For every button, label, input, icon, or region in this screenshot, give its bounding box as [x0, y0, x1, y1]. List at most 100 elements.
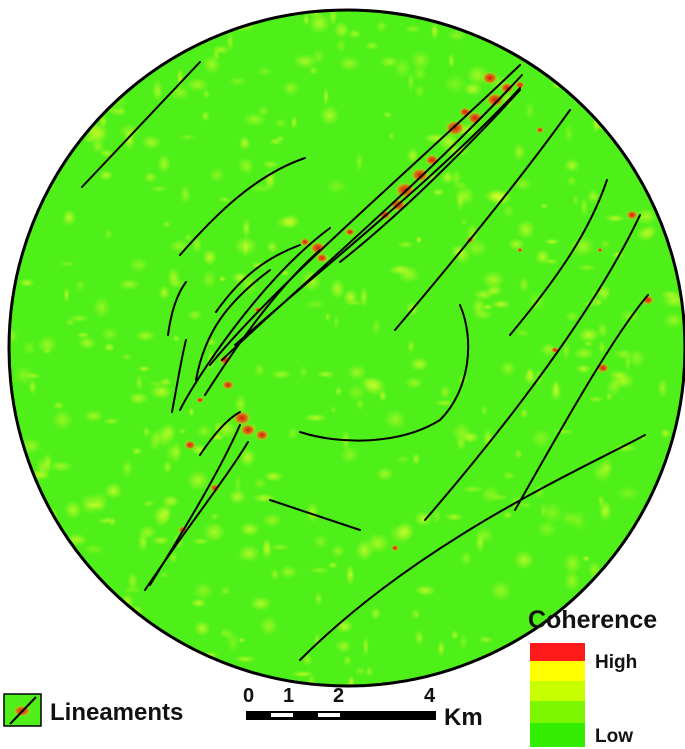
yellow-speckle — [514, 449, 523, 459]
yellow-speckle — [273, 118, 288, 128]
yellow-speckle — [482, 270, 504, 289]
red-speckle — [219, 355, 231, 365]
yellow-speckle — [523, 370, 536, 385]
yellow-speckle — [196, 424, 213, 439]
yellow-speckle — [564, 124, 574, 143]
yellow-speckle — [105, 599, 114, 616]
yellow-speckle — [540, 203, 549, 210]
yellow-speckle — [507, 670, 524, 686]
yellow-speckle — [571, 236, 595, 257]
yellow-speckle — [335, 619, 354, 634]
yellow-speckle — [118, 278, 140, 291]
yellow-speckle — [414, 629, 424, 646]
lineament — [81, 61, 201, 188]
yellow-speckle — [100, 327, 119, 342]
yellow-speckle — [282, 80, 299, 97]
yellow-speckle — [13, 91, 26, 106]
yellow-speckle — [9, 328, 19, 344]
yellow-speckle — [576, 264, 597, 272]
lineament — [179, 157, 306, 256]
yellow-speckle — [520, 408, 529, 419]
yellow-speckle — [525, 101, 535, 120]
yellow-speckle — [565, 22, 579, 38]
yellow-speckle — [128, 391, 149, 405]
yellow-speckle — [513, 177, 533, 191]
yellow-speckle — [471, 297, 487, 317]
yellow-speckle — [345, 679, 358, 686]
yellow-speckle — [270, 543, 291, 551]
yellow-speckle — [362, 377, 386, 396]
yellow-speckle — [396, 240, 415, 249]
yellow-speckle — [50, 676, 58, 686]
yellow-speckle — [201, 110, 210, 122]
red-speckle — [240, 423, 256, 437]
yellow-speckle — [83, 17, 104, 24]
yellow-speckle — [202, 89, 211, 99]
yellow-speckle — [384, 409, 407, 430]
yellow-speckle — [437, 640, 445, 657]
lineament — [299, 434, 646, 661]
yellow-speckle — [451, 630, 459, 640]
yellow-speckle — [658, 25, 682, 44]
yellow-speckle — [37, 335, 58, 354]
yellow-speckle — [261, 539, 273, 561]
yellow-speckle — [215, 419, 237, 439]
yellow-speckle — [184, 233, 193, 243]
lineaments-label: Lineaments — [50, 699, 183, 726]
yellow-speckle — [138, 365, 150, 372]
yellow-speckle — [623, 22, 645, 44]
yellow-speckle — [440, 170, 455, 185]
yellow-speckle — [150, 384, 173, 400]
yellow-speckle — [370, 606, 381, 621]
yellow-speckle — [104, 228, 113, 240]
red-speckle — [486, 92, 504, 108]
scale-unit: Km — [444, 704, 483, 731]
yellow-speckle — [644, 168, 668, 191]
red-speckle — [626, 210, 638, 220]
yellow-speckle — [218, 275, 227, 283]
yellow-speckle — [62, 209, 76, 227]
yellow-speckle — [220, 586, 231, 596]
yellow-speckle — [149, 185, 169, 193]
yellow-speckle — [354, 667, 367, 676]
lineament — [209, 64, 521, 366]
yellow-speckle — [613, 443, 638, 453]
yellow-speckle — [478, 15, 489, 24]
yellow-speckle — [142, 500, 155, 507]
yellow-speckle — [241, 217, 251, 239]
yellow-speckle — [443, 74, 467, 94]
yellow-speckle — [266, 240, 279, 254]
yellow-speckle — [103, 661, 112, 681]
yellow-speckle — [371, 318, 381, 336]
yellow-speckle — [290, 115, 298, 130]
yellow-speckle — [606, 377, 622, 396]
yellow-speckle — [326, 178, 347, 195]
yellow-speckle — [463, 82, 483, 96]
yellow-speckle — [407, 72, 415, 92]
yellow-speckle — [460, 551, 472, 566]
red-speckle — [184, 440, 196, 450]
yellow-speckle — [69, 91, 77, 110]
red-speckle — [255, 429, 269, 441]
lineament — [149, 424, 241, 586]
yellow-speckle — [262, 513, 283, 528]
yellow-speckle — [109, 68, 127, 80]
yellow-speckle — [188, 407, 195, 417]
yellow-speckle — [563, 552, 582, 575]
yellow-speckle — [313, 533, 328, 550]
yellow-speckle — [458, 633, 469, 651]
yellow-speckle — [338, 55, 361, 72]
yellow-speckle — [64, 500, 82, 520]
yellow-speckle — [121, 353, 132, 361]
yellow-speckle — [319, 105, 340, 126]
yellow-speckle — [598, 500, 612, 522]
red-speckle — [316, 253, 328, 263]
yellow-speckle — [253, 477, 267, 490]
yellow-speckle — [578, 327, 600, 343]
yellow-speckle — [311, 48, 325, 65]
yellow-speckle — [118, 124, 141, 139]
yellow-speckle — [303, 13, 310, 26]
yellow-speckle — [43, 347, 51, 355]
legend-swatch-high — [530, 643, 585, 661]
yellow-speckle — [75, 11, 85, 31]
